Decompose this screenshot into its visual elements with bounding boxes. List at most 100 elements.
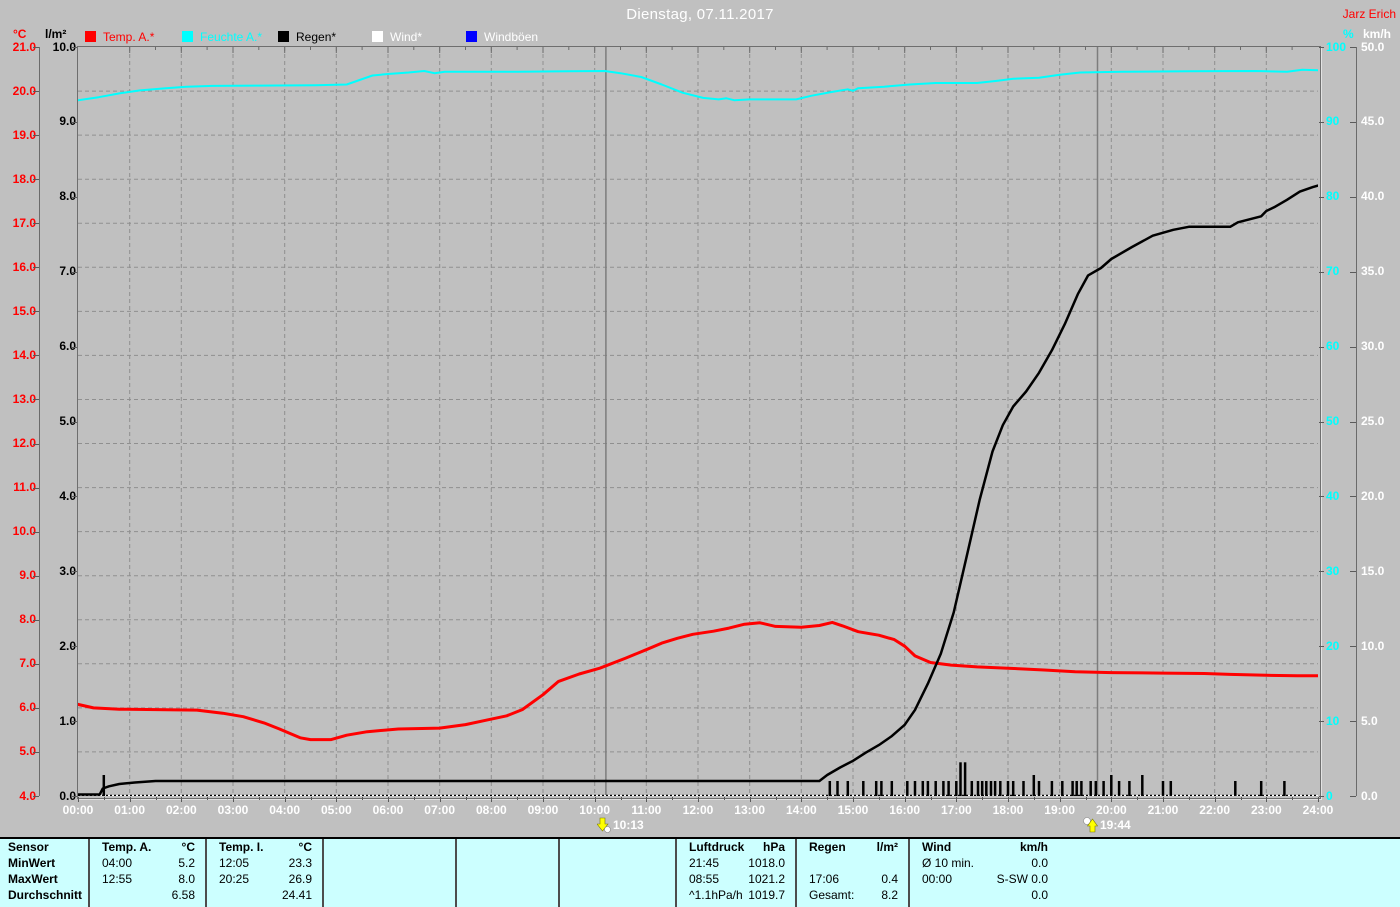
- summary-cell-row: 12:05 23.3: [207, 855, 322, 871]
- y-axis-label: 90: [1326, 114, 1340, 129]
- axis-tick: [1350, 796, 1356, 797]
- x-axis-label: 17:00: [940, 803, 972, 817]
- axis-tick: [72, 496, 77, 498]
- plot-area[interactable]: [78, 47, 1318, 796]
- y-axis-label: 20.0: [1361, 488, 1385, 503]
- summary-cell-row: 24.41: [207, 887, 322, 903]
- axis-tick: [284, 797, 286, 802]
- axis-tick: [723, 797, 725, 800]
- summary-cell-right: 8.0: [178, 872, 195, 886]
- axis-tick: [646, 797, 648, 802]
- axis-tick: [33, 267, 39, 269]
- y-axis-label: 100: [1326, 39, 1347, 54]
- summary-column: Temp. A. °C 04:00 5.2 12:55 8.0 6.58: [88, 839, 205, 907]
- axis-tick: [1319, 421, 1324, 423]
- y-axis-label: 30.0: [1361, 339, 1385, 354]
- axis-tick: [1319, 346, 1324, 348]
- summary-cell-row: 04:00 5.2: [90, 855, 205, 871]
- summary-column: [322, 839, 455, 907]
- summary-cell-right: l/m²: [876, 840, 898, 854]
- summary-cell-left: ^1.1hPa/h: [689, 888, 743, 902]
- summary-cell-left: 04:00: [102, 856, 133, 870]
- y-axis-label: 14.0: [12, 347, 36, 362]
- left-axis-unit-temp: °C: [13, 27, 27, 41]
- axis-tick: [672, 797, 674, 800]
- x-axis-label: 23:00: [1250, 803, 1282, 817]
- x-axis-label: 11:00: [631, 803, 662, 817]
- axis-tick: [33, 531, 39, 533]
- axis-tick: [33, 47, 39, 48]
- axis-tick: [1163, 797, 1164, 802]
- y-axis-label: 20.0: [12, 83, 36, 98]
- y-axis-label: 50.0: [1361, 39, 1385, 54]
- x-axis-label: 00:00: [62, 803, 94, 817]
- axis-tick: [72, 121, 77, 123]
- summary-column: [455, 839, 558, 907]
- y-axis-label: 11.0: [13, 480, 36, 495]
- axis-tick: [1085, 797, 1087, 800]
- x-axis-label: 22:00: [1199, 803, 1230, 817]
- axis-tick: [1111, 797, 1113, 802]
- y-axis-label: 3.0: [59, 563, 76, 578]
- summary-cell-row: [457, 871, 558, 887]
- legend-label-temp: Temp. A.*: [103, 29, 155, 44]
- axis-tick: [207, 797, 209, 800]
- axis-tick: [1350, 47, 1356, 48]
- axis-tick: [1350, 346, 1356, 348]
- y-axis-label: 8.0: [19, 612, 36, 627]
- summary-cell-right: 23.3: [288, 856, 312, 870]
- axis-tick: [72, 421, 77, 423]
- x-axis-label: 14:00: [785, 803, 817, 817]
- x-axis-label: 08:00: [475, 803, 507, 817]
- y-axis-label: 8.0: [59, 189, 76, 204]
- axis-tick: [698, 797, 699, 802]
- y-axis-label: 40: [1326, 488, 1340, 503]
- y-axis-label: 10.0: [1361, 638, 1385, 653]
- moonset-icon: [597, 817, 611, 833]
- axis-tick: [517, 797, 519, 800]
- temp-axis-line: [39, 47, 40, 796]
- axis-tick: [33, 796, 39, 797]
- axis-tick: [1214, 797, 1216, 802]
- gusts-swatch-icon: [466, 31, 477, 42]
- axis-tick: [33, 179, 39, 181]
- legend-label-gusts: Windböen: [484, 29, 539, 44]
- summary-cell-row: Temp. I. °C: [207, 839, 322, 855]
- summary-row-label: Sensor: [8, 840, 49, 854]
- summary-cell-right: °C: [298, 840, 312, 854]
- summary-cell-right: 5.2: [178, 856, 195, 870]
- x-axis-label: 04:00: [269, 803, 300, 817]
- summary-cell-row: [324, 887, 455, 903]
- left-axis-unit-rain: l/m²: [45, 27, 67, 41]
- axis-tick: [72, 271, 77, 273]
- axis-tick: [439, 797, 441, 802]
- axis-tick: [853, 797, 854, 802]
- summary-row-label: MaxWert: [8, 872, 58, 886]
- y-axis-label: 0.0: [1361, 788, 1378, 803]
- axis-tick: [33, 443, 39, 445]
- legend-item-temp: Temp. A.*: [85, 29, 155, 44]
- summary-cell-right: 0.0: [1031, 888, 1048, 902]
- summary-cell-right: km/h: [1019, 840, 1048, 854]
- axis-tick: [1059, 797, 1061, 802]
- summary-cell-row: [324, 855, 455, 871]
- axis-tick: [33, 135, 39, 137]
- axis-tick: [33, 399, 39, 401]
- y-axis-label: 30: [1326, 563, 1340, 578]
- summary-cell-row: [457, 887, 558, 903]
- summary-cell-left: 20:25: [219, 872, 250, 886]
- summary-cell-row: Temp. A. °C: [90, 839, 205, 855]
- y-axis-label: 19.0: [12, 127, 36, 142]
- y-axis-label: 25.0: [1361, 414, 1385, 428]
- axis-tick: [33, 355, 39, 357]
- axis-tick: [1350, 646, 1356, 648]
- y-axis-label: 7.0: [59, 264, 76, 279]
- summary-column: Luftdruck hPa 21:45 1018.0 08:55 1021.2 ^1.1hP…: [675, 839, 795, 907]
- x-axis-label: 05:00: [320, 803, 352, 817]
- annotation-moonrise: 19:44: [1083, 817, 1131, 833]
- axis-tick: [491, 797, 493, 802]
- summary-cell-left: Luftdruck: [689, 840, 745, 854]
- y-axis-label: 1.0: [59, 713, 76, 728]
- y-axis-label: 0.0: [59, 788, 76, 803]
- y-axis-label: 60: [1326, 339, 1340, 354]
